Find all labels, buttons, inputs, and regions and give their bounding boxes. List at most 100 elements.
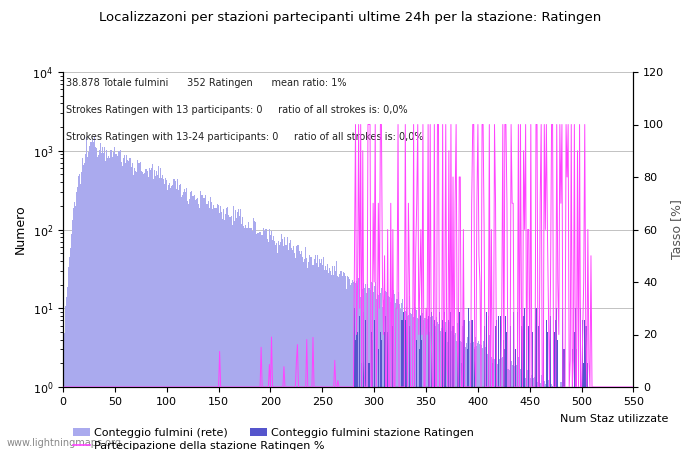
Bar: [355, 283, 356, 450]
Bar: [409, 326, 410, 450]
Bar: [76, 192, 77, 450]
Bar: [464, 320, 465, 450]
Bar: [249, 228, 250, 450]
Bar: [404, 307, 405, 450]
Bar: [165, 178, 166, 450]
Bar: [473, 342, 475, 450]
Bar: [368, 288, 370, 450]
Bar: [419, 350, 420, 450]
Bar: [500, 360, 501, 450]
Bar: [534, 377, 536, 450]
Bar: [436, 317, 437, 450]
Bar: [574, 332, 575, 450]
Bar: [396, 299, 398, 450]
Bar: [562, 308, 564, 450]
Bar: [410, 313, 411, 450]
Bar: [447, 342, 448, 450]
Bar: [336, 261, 337, 450]
Bar: [531, 375, 533, 450]
Bar: [139, 163, 140, 450]
Bar: [194, 195, 195, 450]
Bar: [370, 282, 372, 450]
Bar: [197, 198, 198, 450]
Bar: [130, 158, 131, 450]
Bar: [631, 387, 632, 450]
Bar: [433, 324, 434, 450]
Bar: [629, 387, 630, 450]
Bar: [492, 359, 493, 450]
Bar: [372, 292, 374, 450]
Bar: [579, 387, 580, 450]
Bar: [262, 228, 264, 450]
Bar: [332, 266, 333, 450]
Bar: [465, 347, 466, 450]
Bar: [101, 153, 102, 450]
Bar: [264, 231, 265, 450]
Bar: [86, 137, 88, 450]
Bar: [556, 385, 557, 450]
Bar: [64, 306, 66, 450]
Bar: [198, 204, 200, 450]
Bar: [312, 266, 314, 450]
Bar: [148, 168, 150, 450]
Bar: [220, 206, 221, 450]
Bar: [169, 183, 170, 450]
Bar: [88, 152, 90, 450]
Bar: [77, 187, 78, 450]
Bar: [454, 333, 456, 450]
Bar: [309, 256, 310, 450]
Bar: [159, 178, 160, 450]
Bar: [542, 378, 544, 450]
Bar: [354, 308, 355, 450]
Bar: [136, 172, 137, 450]
Bar: [547, 332, 548, 450]
Bar: [414, 350, 415, 450]
Bar: [329, 268, 330, 450]
Bar: [301, 251, 302, 450]
Bar: [605, 387, 606, 450]
Bar: [210, 198, 211, 450]
Bar: [552, 386, 553, 450]
Bar: [633, 387, 634, 450]
Bar: [419, 307, 420, 450]
Bar: [187, 201, 188, 450]
Bar: [237, 212, 238, 450]
Bar: [247, 228, 248, 450]
Bar: [421, 310, 422, 450]
Bar: [448, 335, 449, 450]
Bar: [140, 162, 141, 450]
Bar: [461, 363, 462, 450]
Bar: [120, 162, 122, 450]
Bar: [219, 213, 220, 450]
Bar: [611, 387, 612, 450]
Bar: [461, 342, 462, 450]
Bar: [211, 202, 212, 450]
Bar: [294, 253, 295, 450]
Bar: [498, 360, 499, 450]
Bar: [365, 284, 366, 450]
Bar: [578, 387, 579, 450]
Bar: [344, 276, 346, 450]
Bar: [405, 320, 406, 450]
Bar: [182, 195, 183, 450]
Bar: [299, 251, 300, 450]
Bar: [517, 312, 518, 450]
Bar: [268, 242, 269, 450]
Bar: [471, 338, 472, 450]
Bar: [430, 312, 432, 450]
Bar: [400, 320, 402, 450]
Bar: [361, 363, 363, 450]
Bar: [566, 387, 568, 450]
Bar: [576, 387, 577, 450]
Bar: [265, 230, 266, 450]
Bar: [480, 345, 482, 450]
Bar: [412, 308, 413, 450]
Bar: [223, 209, 224, 450]
Bar: [499, 360, 500, 450]
Bar: [90, 143, 92, 450]
Bar: [85, 154, 86, 450]
Bar: [253, 218, 254, 450]
Bar: [330, 270, 331, 450]
Bar: [518, 357, 519, 450]
Bar: [351, 283, 352, 450]
